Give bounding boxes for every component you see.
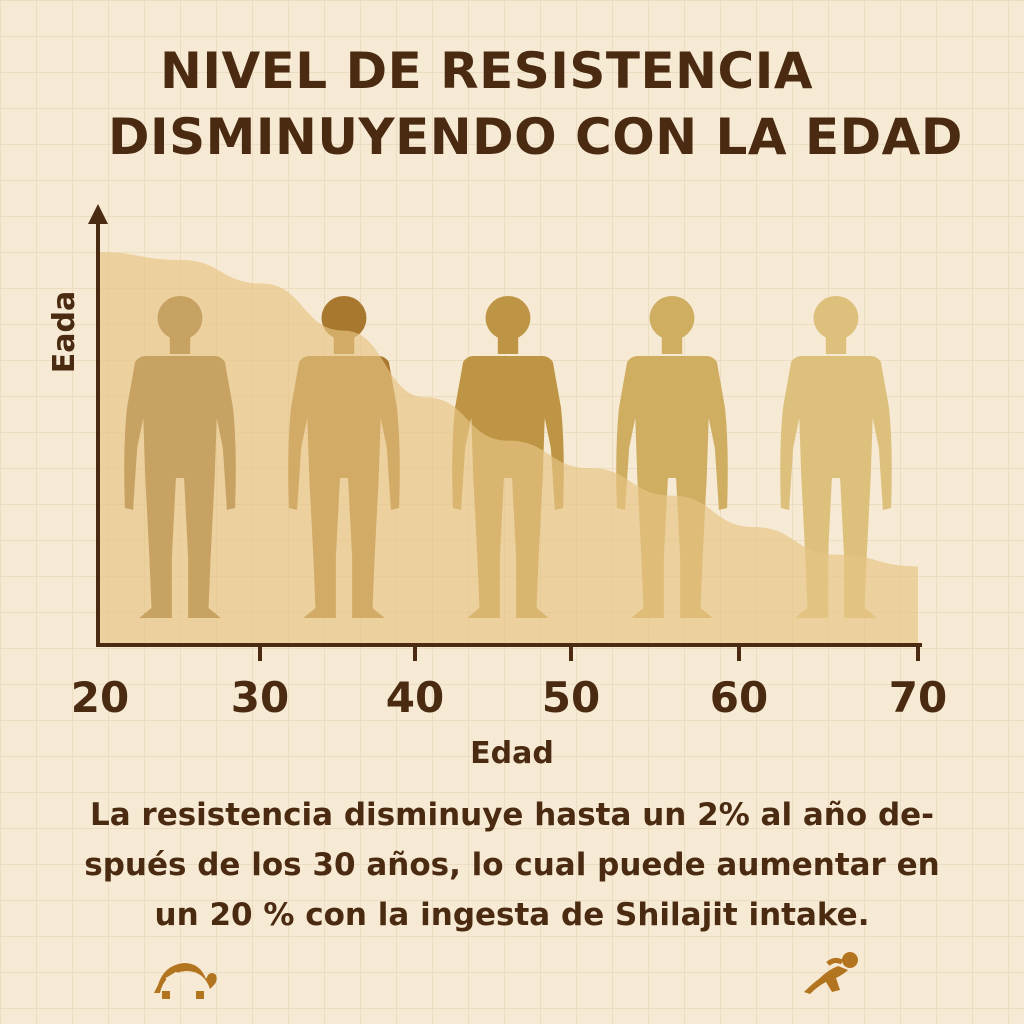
title-line-1: NIVEL DE RESISTENCIA <box>160 42 814 100</box>
turtle-icon <box>154 963 217 999</box>
x-tick-label-40: 40 <box>386 673 444 722</box>
x-tick-label-30: 30 <box>231 673 289 722</box>
x-tick-label-20: 20 <box>71 673 129 722</box>
caption-line-1: La resistencia disminuye hasta un 2% al … <box>89 797 935 833</box>
y-axis-arrow <box>88 204 108 224</box>
endurance-chart: 20 30 40 50 60 70 Edad Eada <box>47 204 947 771</box>
y-axis-label: Eada <box>47 291 82 373</box>
caption: La resistencia disminuye hasta un 2% al … <box>40 790 984 940</box>
x-axis-label: Edad <box>470 736 554 771</box>
caption-line-2: spués de los 30 años, lo cual puede aume… <box>84 847 940 883</box>
x-tick-label-50: 50 <box>542 673 600 722</box>
ticks-layer: 20 30 40 50 60 70 <box>71 645 947 722</box>
axes-layer <box>88 204 922 647</box>
caption-line-3: un 20 % con la ingesta de Shilajit intak… <box>154 897 870 933</box>
chart-title: NIVEL DE RESISTENCIA DISMINUYENDO CON LA… <box>0 38 1024 170</box>
x-tick-label-70: 70 <box>889 673 947 722</box>
endurance-area <box>98 252 918 645</box>
x-tick-label-60: 60 <box>710 673 768 722</box>
climbing-figure-icon <box>804 952 858 994</box>
title-line-2: DISMINUYENDO CON LA EDAD <box>108 108 963 166</box>
